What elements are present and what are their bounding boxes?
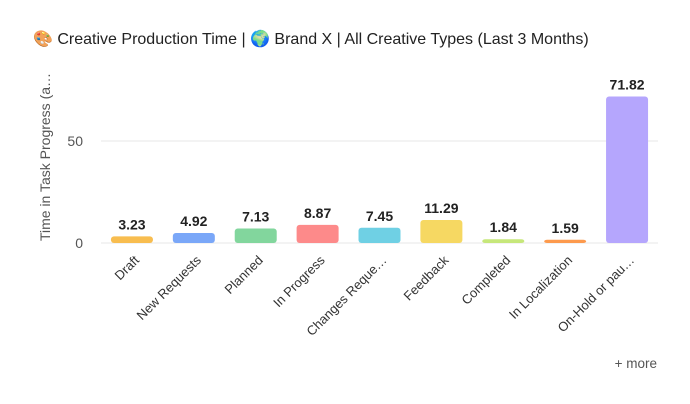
bar	[358, 227, 401, 243]
x-tick-label: Completed	[458, 253, 513, 308]
data-label: 7.13	[242, 208, 269, 224]
x-tick-label: New Requests	[134, 252, 205, 323]
bar	[110, 236, 153, 243]
data-label: 71.82	[610, 76, 645, 92]
data-label: 7.45	[366, 208, 393, 224]
x-tick-label: Feedback	[401, 252, 452, 303]
y-tick-label: 0	[75, 235, 83, 251]
x-tick-label: Planned	[221, 253, 265, 297]
data-label: 4.92	[180, 213, 207, 229]
bar	[482, 239, 525, 243]
more-button[interactable]: + more	[614, 356, 657, 371]
x-tick-label: Draft	[112, 252, 143, 283]
bar	[420, 219, 463, 243]
bar	[234, 228, 277, 243]
bar	[296, 224, 339, 243]
chart-title: 🎨 Creative Production Time | 🌍 Brand X |…	[33, 31, 589, 48]
bar	[172, 232, 215, 243]
data-label: 3.23	[118, 216, 145, 232]
y-axis-label: Time in Task Progress (a…	[37, 73, 53, 241]
x-tick-label: In Progress	[270, 252, 328, 310]
y-tick-label: 50	[67, 133, 83, 149]
data-label: 8.87	[304, 205, 331, 221]
bar	[606, 96, 649, 243]
data-label: 1.84	[490, 219, 517, 235]
bar	[544, 239, 587, 243]
data-label: 11.29	[424, 200, 458, 216]
data-label: 1.59	[552, 220, 579, 236]
x-tick-label: In Localization	[506, 253, 575, 322]
